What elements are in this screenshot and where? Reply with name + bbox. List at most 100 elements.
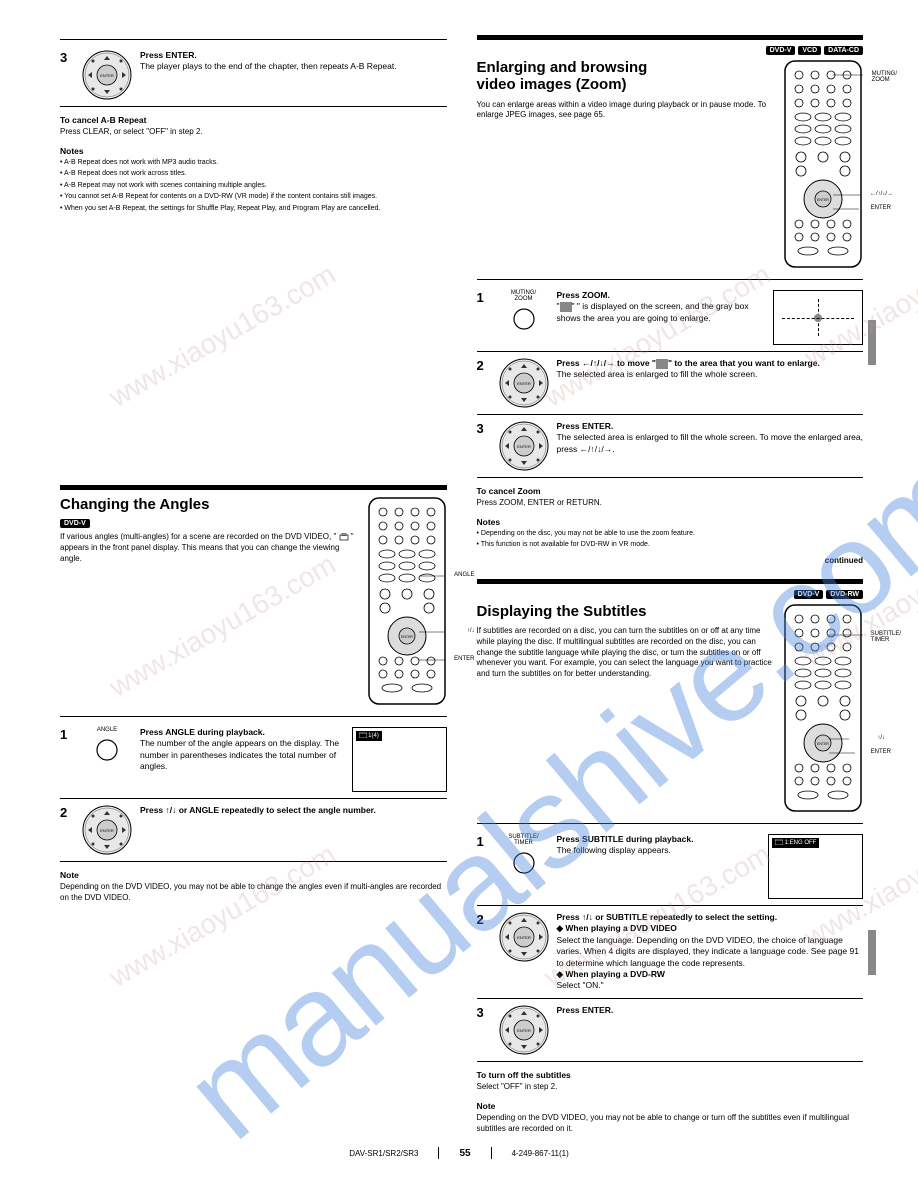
format-badge: VCD [798, 46, 821, 55]
continued-indicator: continued [477, 556, 864, 565]
step-subtext: " " is displayed on the screen, and the … [557, 301, 749, 322]
remote-label-enter: ENTER [871, 749, 891, 755]
section-bar [477, 35, 864, 40]
remote-label-subtitle: SUBTITLE/ TIMER [871, 631, 901, 643]
format-badge: DVD-V [60, 519, 90, 528]
section-title-subtitles: Displaying the Subtitles [477, 603, 774, 620]
step-subtext: The player plays to the end of the chapt… [140, 61, 397, 71]
sub-text: Select "ON." [557, 980, 604, 990]
manual-page: 3 Press ENTER. The player plays to the e… [0, 0, 918, 1167]
angle-step2: 2 Press ↑/↓ or ANGLE repeatedly to selec… [60, 799, 447, 862]
angle-button-icon [92, 735, 122, 765]
section-intro: You can enlarge areas within a video ima… [477, 100, 774, 122]
remote-label-zoom: MUTING/ ZOOM [872, 71, 897, 83]
sub-heading: ◆ When playing a DVD-RW [557, 969, 665, 979]
dpad-icon [499, 912, 549, 962]
note-heading: Note [60, 870, 447, 880]
sub-heading: ◆ When playing a DVD VIDEO [557, 923, 677, 933]
section-title-angles: Changing the Angles [60, 496, 357, 513]
dpad-icon [82, 805, 132, 855]
step-number: 2 [60, 805, 74, 820]
cancel-heading: To cancel Zoom [477, 486, 864, 496]
subtitle-step1: 1 SUBTITLE/ TIMER Press SUBTITLE during … [477, 828, 864, 906]
step-text: Press ↑/↓ or SUBTITLE repeatedly to sele… [557, 912, 778, 922]
step-subtext: The following display appears. [557, 845, 671, 855]
note-item: • Depending on the disc, you may not be … [477, 529, 864, 538]
camera-icon [359, 732, 367, 738]
note-item: • You cannot set A-B Repeat for contents… [60, 192, 447, 201]
note-heading: Note [477, 1101, 864, 1111]
remote-leader-lines [829, 603, 865, 803]
osd-value: 1(4) [368, 733, 379, 739]
step-number: 2 [477, 358, 491, 373]
format-badge: DVD-V [766, 46, 796, 55]
section-title-zoom: Enlarging and browsing video images (Zoo… [477, 59, 774, 94]
cancel-text: Press CLEAR, or select "OFF" in step 2. [60, 127, 447, 138]
cancel-text: Select "OFF" in step 2. [477, 1082, 864, 1093]
section-bar [60, 485, 447, 490]
subtitle-step3: 3 Press ENTER. [477, 999, 864, 1062]
step-number: 1 [60, 727, 74, 742]
step-number: 3 [477, 1005, 491, 1020]
enter-dpad-icon [499, 1005, 549, 1055]
step-subtext: The selected area is enlarged to fill th… [557, 369, 758, 379]
step-text: Press ANGLE during playback. [140, 727, 265, 737]
zoom-cursor-dot [814, 314, 822, 322]
step-subtext: The number of the angle appears on the d… [140, 738, 339, 771]
step-text: Press ENTER. [557, 421, 614, 431]
icon-label: ANGLE [97, 727, 117, 733]
step-text: Press SUBTITLE during playback. [557, 834, 694, 844]
left-column: 3 Press ENTER. The player plays to the e… [60, 35, 447, 1137]
remote-leader-lines [419, 496, 449, 696]
angle-icon [339, 533, 349, 541]
osd-display-box: 1:ENG OFF [768, 834, 863, 899]
section-intro: If subtitles are recorded on a disc, you… [477, 626, 774, 680]
subtitle-button-icon [509, 848, 539, 878]
section-intro: If various angles (multi-angles) for a s… [60, 532, 357, 564]
ab-step3: 3 Press ENTER. The player plays to the e… [60, 44, 447, 107]
note-item: • This function is not available for DVD… [477, 540, 864, 549]
zoom-step1: 1 MUTING/ ZOOM Press ZOOM. "" " is displ… [477, 284, 864, 352]
step-text: Press ENTER. [557, 1005, 614, 1015]
format-badge: DVD-RW [826, 590, 863, 599]
zoom-cursor-icon [656, 359, 668, 369]
remote-label-enter: ENTER [454, 656, 474, 662]
note-item: • A-B Repeat does not work across titles… [60, 169, 447, 178]
step-text: Press ↑/↓ or ANGLE repeatedly to select … [140, 805, 376, 815]
note-item: • When you set A-B Repeat, the settings … [60, 204, 447, 213]
zoom-crosshair-display [773, 290, 863, 345]
sub-text: Select the language. Depending on the DV… [557, 935, 859, 968]
step-number: 3 [60, 50, 74, 65]
icon-label: MUTING/ ZOOM [511, 290, 536, 302]
note-item: • A-B Repeat may not work with scenes co… [60, 181, 447, 190]
right-column: DVD-V VCD DATA-CD Enlarging and browsing… [477, 35, 864, 1137]
dpad-icon [499, 358, 549, 408]
enter-dpad-icon [499, 421, 549, 471]
notes-heading: Notes [60, 146, 447, 156]
remote-label-angle: ANGLE [454, 572, 474, 578]
enter-dpad-icon [82, 50, 132, 100]
angle-step1: 1 ANGLE Press ANGLE during playback. The… [60, 721, 447, 799]
step-number: 1 [477, 834, 491, 849]
osd-value: 1:ENG OFF [785, 840, 817, 846]
remote-label-arrows: ↑/↓ [467, 628, 475, 634]
step-number: 2 [477, 912, 491, 927]
note-text: Depending on the DVD VIDEO, you may not … [477, 1113, 864, 1135]
remote-label-enter: ENTER [871, 205, 891, 211]
osd-display-box: 1(4) [352, 727, 447, 792]
remote-label-arrows: ←/↑/↓/→ [870, 191, 893, 197]
zoom-button-icon [509, 304, 539, 334]
subtitle-osd-icon [775, 839, 783, 845]
remote-leader-lines [833, 59, 865, 259]
step-number: 3 [477, 421, 491, 436]
note-text: Depending on the DVD VIDEO, you may not … [60, 882, 447, 904]
format-badge: DVD-V [794, 590, 824, 599]
cancel-heading: To cancel A-B Repeat [60, 115, 447, 125]
section-bar [477, 579, 864, 584]
cancel-text: Press ZOOM, ENTER or RETURN. [477, 498, 864, 509]
step-text: Press ZOOM. [557, 290, 610, 300]
step-text: Press ENTER. [140, 50, 197, 60]
step-subtext: The selected area is enlarged to fill th… [557, 432, 864, 453]
subtitle-step2: 2 Press ↑/↓ or SUBTITLE repeatedly to se… [477, 906, 864, 999]
step-number: 1 [477, 290, 491, 305]
